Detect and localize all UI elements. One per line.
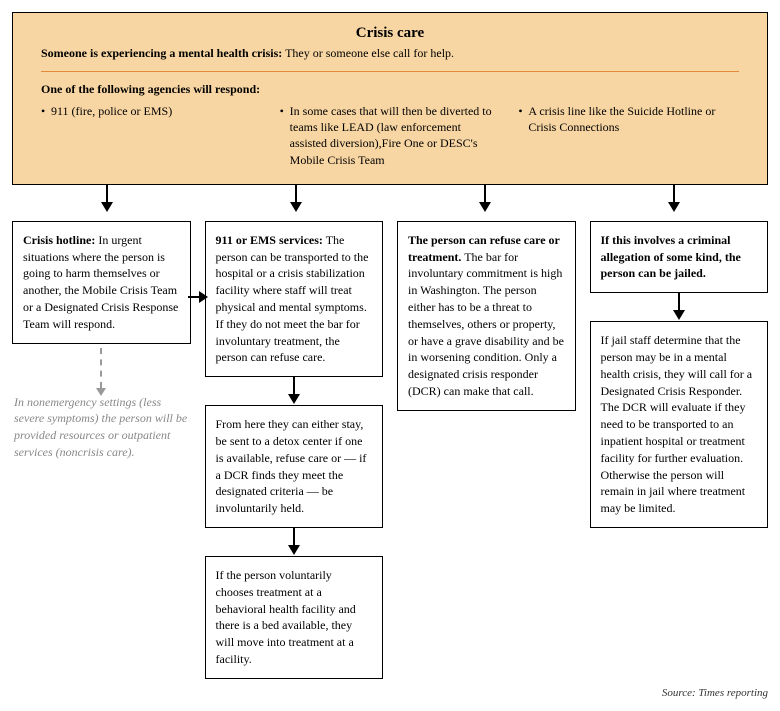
- arrow-row-top: [12, 189, 768, 217]
- agency-item: In some cases that will then be diverted…: [280, 103, 501, 168]
- agency-item: A crisis line like the Suicide Hotline o…: [518, 103, 739, 168]
- box-hotline: Crisis hotline: In urgent situations whe…: [12, 221, 191, 344]
- col-crisis-hotline: Crisis hotline: In urgent situations whe…: [12, 221, 191, 679]
- box-text: The bar for involuntary commitment is hi…: [408, 250, 564, 398]
- divider: [41, 71, 739, 72]
- title: Crisis care: [41, 25, 739, 42]
- box-jail-dcr: If jail staff determine that the person …: [590, 321, 769, 528]
- box-text: In urgent situations where the person is…: [23, 233, 178, 331]
- agencies-label: One of the following agencies will respo…: [41, 82, 739, 97]
- agency-item: 911 (fire, police or EMS): [41, 103, 262, 168]
- box-text: The person can be transported to the hos…: [216, 233, 369, 365]
- header-box: Crisis care Someone is experiencing a me…: [12, 12, 768, 185]
- col-refuse-care: The person can refuse care or treatment.…: [397, 221, 576, 679]
- dash-arrow-icon: [100, 348, 102, 388]
- subtitle-rest: They or someone else call for help.: [282, 46, 454, 60]
- columns: Crisis hotline: In urgent situations whe…: [12, 221, 768, 679]
- box-jail: If this involves a criminal allegation o…: [590, 221, 769, 293]
- col-911-ems: 911 or EMS services: The person can be t…: [205, 221, 384, 679]
- subtitle: Someone is experiencing a mental health …: [41, 46, 739, 61]
- subtitle-strong: Someone is experiencing a mental health …: [41, 46, 282, 60]
- box-ems: 911 or EMS services: The person can be t…: [205, 221, 384, 377]
- box-strong: If this involves a criminal allegation o…: [601, 233, 741, 281]
- source-credit: Source: Times reporting: [12, 687, 768, 699]
- nonemergency-note: In nonemergency settings (less severe sy…: [12, 390, 191, 465]
- col-criminal: If this involves a criminal allegation o…: [590, 221, 769, 679]
- arrow-right-icon: [188, 291, 208, 303]
- box-refuse: The person can refuse care or treatment.…: [397, 221, 576, 411]
- agencies-row: 911 (fire, police or EMS) In some cases …: [41, 103, 739, 168]
- box-strong: 911 or EMS services:: [216, 233, 323, 247]
- box-detox: From here they can either stay, be sent …: [205, 405, 384, 528]
- box-voluntary: If the person voluntarily chooses treatm…: [205, 556, 384, 679]
- box-strong: Crisis hotline:: [23, 233, 95, 247]
